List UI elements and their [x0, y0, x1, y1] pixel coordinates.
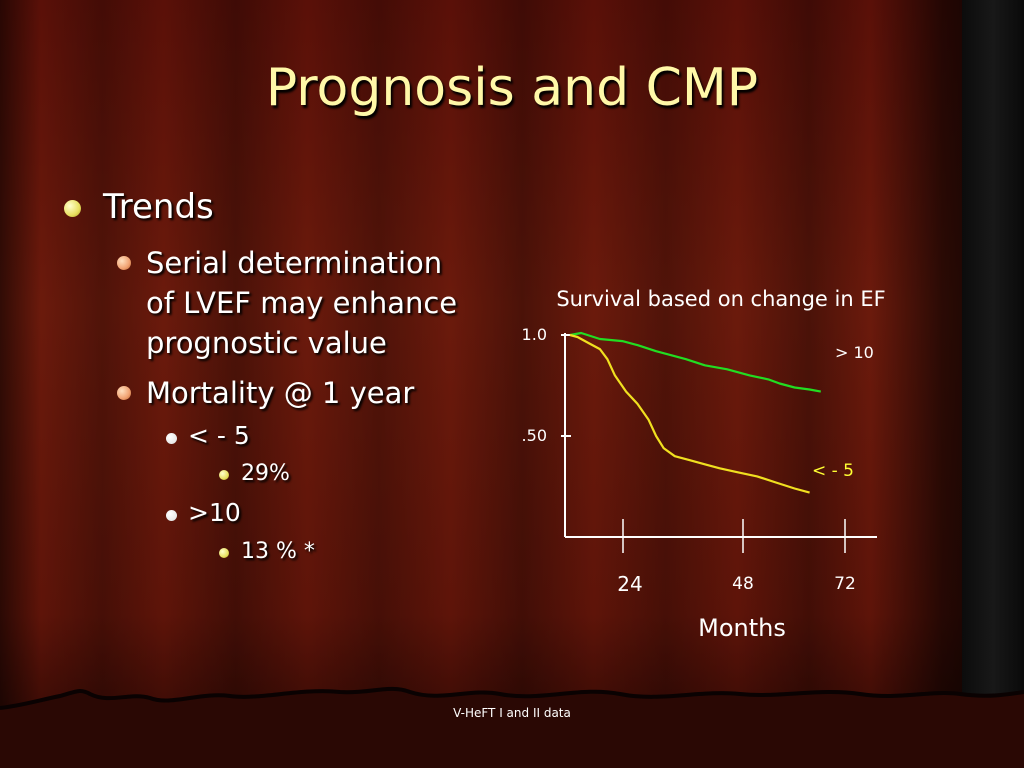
bullet-dot-icon: [166, 510, 177, 521]
bullet-trends: Trends: [103, 187, 214, 227]
bullet-serial-line2: of LVEF may enhance: [146, 286, 458, 320]
footer-source: V-HeFT I and II data: [453, 706, 571, 720]
bullet-dot-icon: [219, 548, 229, 558]
right-curtain-panel: [962, 0, 1024, 768]
bullet-serial-line1: Serial determination: [146, 246, 443, 280]
series-line-0: [569, 331, 822, 393]
series-labels: > 10 < - 5: [812, 343, 874, 481]
y-tick-label: .50: [522, 426, 547, 445]
bullet-serial-line3: prognostic value: [146, 326, 387, 360]
bullet-pct-13: 13 % *: [241, 539, 315, 564]
y-tick-label: 1.0: [522, 325, 547, 344]
series-line-1: [569, 333, 810, 494]
survival-chart: Survival based on change in EF 1.0 .50 24…: [522, 287, 886, 642]
bullet-dot-icon: [117, 386, 131, 400]
series-label: > 10: [835, 343, 874, 362]
chart-axes: [564, 333, 877, 538]
slide-title: Prognosis and CMP: [265, 58, 759, 118]
bullet-dot-icon: [166, 433, 177, 444]
x-tick-label: 24: [617, 572, 642, 596]
bullet-dot-icon: [219, 470, 229, 480]
bullet-mortality: Mortality @ 1 year: [146, 376, 415, 410]
bullet-gt10: >10: [188, 498, 241, 527]
x-tick-label: 48: [732, 574, 754, 594]
bottom-drape: [0, 686, 1024, 768]
x-ticks: 24 48 72: [617, 519, 856, 596]
bullet-pct-29: 29%: [241, 461, 290, 486]
x-axis-label: Months: [698, 614, 786, 642]
chart-title: Survival based on change in EF: [556, 287, 885, 311]
x-tick-label: 72: [834, 574, 856, 594]
series-label: < - 5: [812, 461, 854, 481]
bullet-lt-minus5: < - 5: [188, 421, 250, 450]
bullet-dot-icon: [64, 200, 81, 217]
y-ticks: 1.0 .50: [522, 325, 571, 445]
bullet-dot-icon: [117, 256, 131, 270]
series-lines: [569, 331, 822, 494]
